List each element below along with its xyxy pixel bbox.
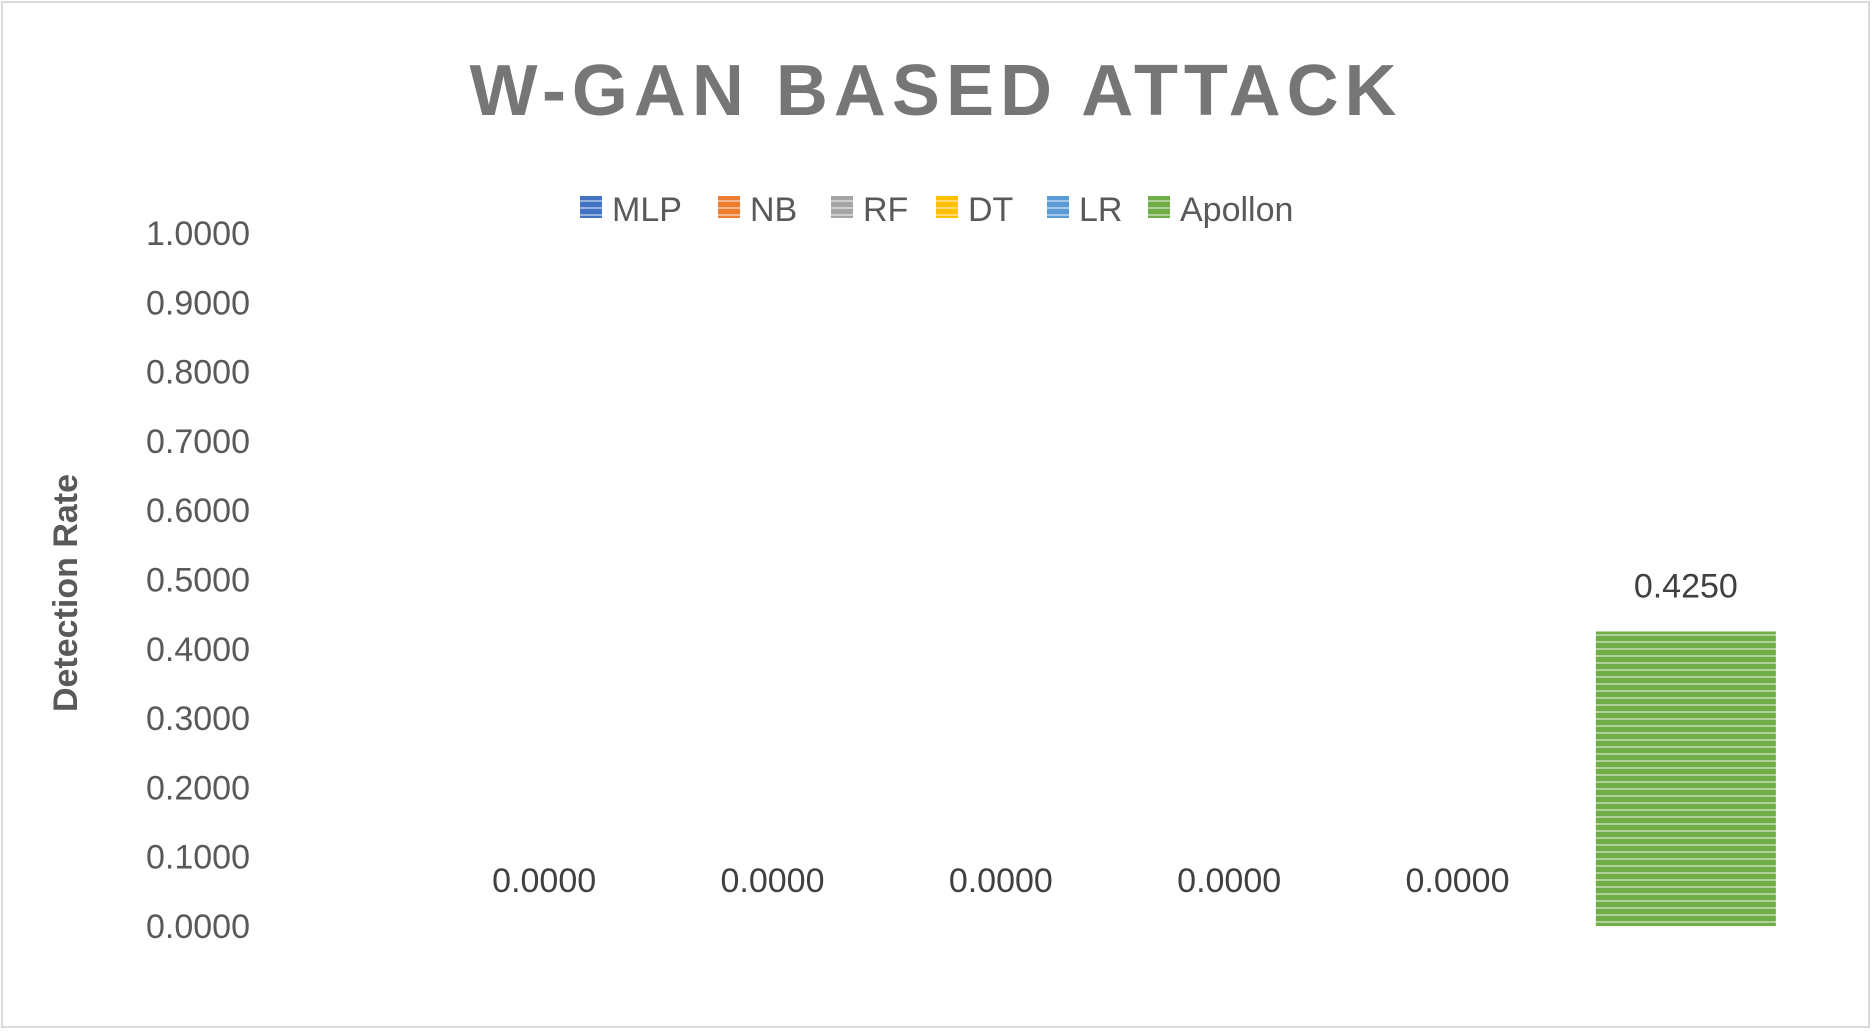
legend-swatch-nb bbox=[718, 196, 740, 218]
legend: MLP NB RF DT LR Apollon bbox=[580, 191, 1293, 229]
y-axis-ticks: 0.0000 0.1000 0.2000 0.3000 0.4000 0.5000 0.60… bbox=[146, 215, 250, 946]
legend-label-mlp: MLP bbox=[612, 191, 682, 229]
y-tick-label: 0.7000 bbox=[146, 423, 250, 461]
legend-label-nb: NB bbox=[750, 191, 797, 229]
y-tick-label: 0.4000 bbox=[146, 631, 250, 669]
data-label-dt: 0.0000 bbox=[1177, 862, 1281, 900]
y-tick-label: 1.0000 bbox=[146, 215, 250, 253]
y-tick-label: 0.6000 bbox=[146, 492, 250, 530]
data-label-rf: 0.0000 bbox=[949, 862, 1053, 900]
data-label-apollon: 0.4250 bbox=[1634, 567, 1738, 605]
data-label-nb: 0.0000 bbox=[721, 862, 825, 900]
legend-swatch-apollon bbox=[1148, 196, 1170, 218]
legend-swatch-dt bbox=[936, 196, 958, 218]
legend-label-dt: DT bbox=[968, 191, 1013, 229]
y-tick-label: 0.8000 bbox=[146, 354, 250, 392]
data-label-mlp: 0.0000 bbox=[492, 862, 596, 900]
y-tick-label: 0.5000 bbox=[146, 562, 250, 600]
y-tick-label: 0.1000 bbox=[146, 839, 250, 877]
legend-label-lr: LR bbox=[1079, 191, 1122, 229]
bars bbox=[1595, 631, 1776, 926]
legend-label-apollon: Apollon bbox=[1180, 191, 1293, 229]
data-labels: 0.0000 0.0000 0.0000 0.0000 0.0000 0.4250 bbox=[492, 567, 1738, 900]
bar-apollon bbox=[1595, 631, 1776, 926]
y-tick-label: 0.2000 bbox=[146, 769, 250, 807]
y-tick-label: 0.3000 bbox=[146, 700, 250, 738]
legend-swatch-mlp bbox=[580, 196, 602, 218]
legend-swatch-lr bbox=[1047, 196, 1069, 218]
y-tick-label: 0.9000 bbox=[146, 284, 250, 322]
legend-swatch-rf bbox=[831, 196, 853, 218]
legend-label-rf: RF bbox=[863, 191, 908, 229]
y-tick-label: 0.0000 bbox=[146, 908, 250, 946]
y-axis-title: Detection Rate bbox=[47, 474, 85, 712]
data-label-lr: 0.0000 bbox=[1406, 862, 1510, 900]
chart-title: W-GAN BASED ATTACK bbox=[469, 51, 1402, 131]
